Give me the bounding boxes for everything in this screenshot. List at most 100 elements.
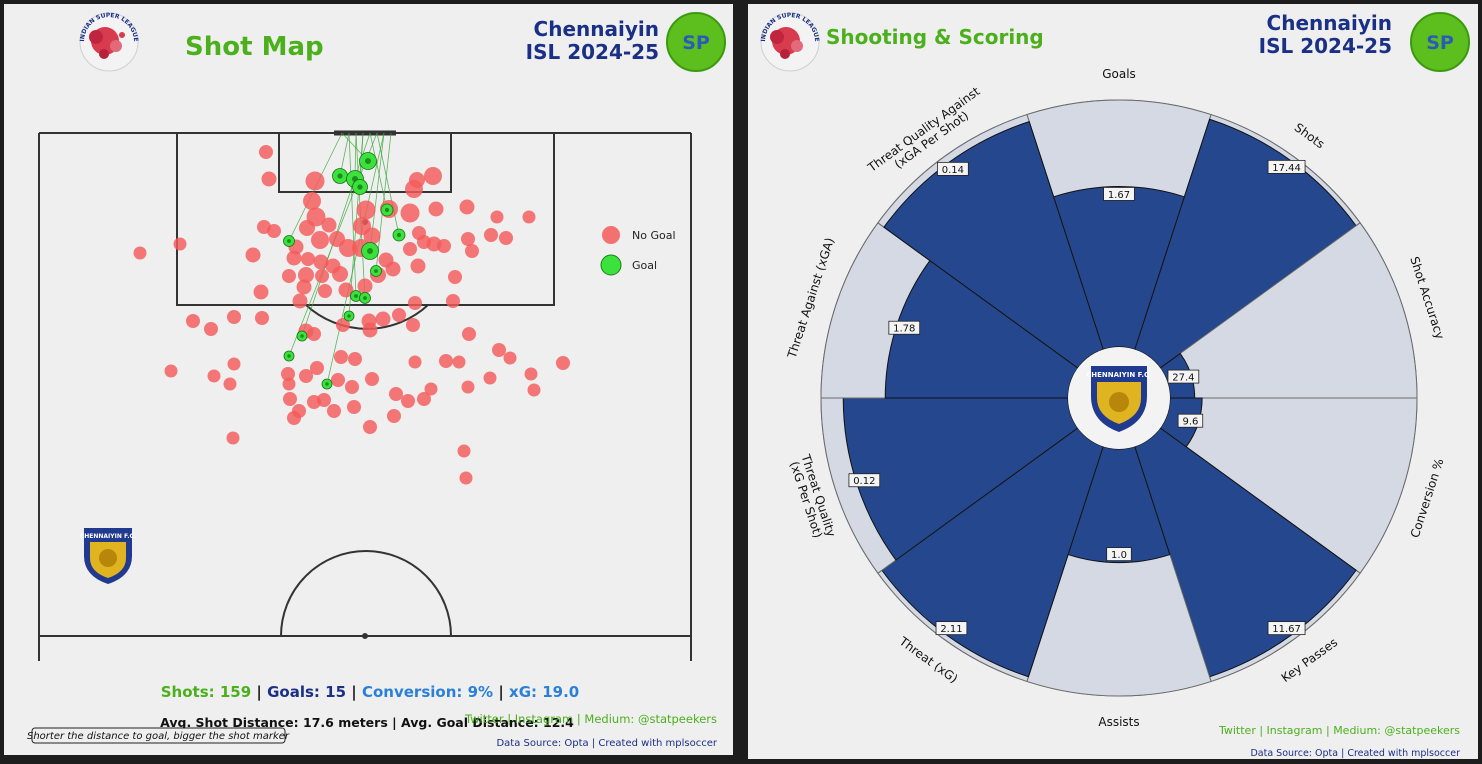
note-box — [31, 727, 286, 744]
shot-marker-no-goal — [307, 395, 321, 409]
shot-marker-no-goal — [424, 382, 438, 396]
shot-marker-no-goal — [417, 392, 431, 406]
stat-xg: xG: 19.0 — [509, 683, 579, 701]
shot-marker-goal — [361, 242, 379, 260]
shot-marker-no-goal — [331, 373, 345, 387]
shot-marker-no-goal — [459, 199, 475, 215]
center-crest: CHENNAIYIN F.C. — [1068, 347, 1170, 449]
shot-marker-no-goal — [173, 237, 187, 251]
shot-marker-no-goal — [261, 171, 277, 187]
shot-marker-no-goal — [282, 269, 296, 283]
shot-marker-no-goal — [318, 284, 332, 298]
team-name: Chennaiyin — [1267, 11, 1392, 35]
pizza-value-label: 1.67 — [1103, 187, 1135, 201]
shot-marker-no-goal — [406, 318, 420, 332]
shot-marker-no-goal — [259, 145, 273, 159]
shot-marker-no-goal — [226, 431, 240, 445]
shot-marker-no-goal — [522, 210, 536, 224]
shot-marker-no-goal — [334, 350, 348, 364]
shot-marker-no-goal — [484, 228, 498, 242]
pizza-value-label: 1.78 — [888, 320, 921, 335]
svg-text:1.78: 1.78 — [893, 324, 915, 335]
stat-goals: Goals: 15 — [267, 683, 346, 701]
shot-marker-no-goal — [227, 310, 241, 324]
shot-marker-no-goal — [255, 311, 269, 325]
stat-shots: Shots: 159 — [161, 683, 251, 701]
shot-marker-goal — [332, 168, 348, 184]
shot-marker-goal — [392, 228, 406, 242]
shot-marker-no-goal — [286, 250, 302, 266]
pizza-value-label: 1.0 — [1106, 547, 1132, 561]
season-label: ISL 2024-25 — [1259, 34, 1392, 58]
shot-marker-no-goal — [281, 367, 295, 381]
shot-marker-no-goal — [311, 231, 329, 249]
chart-title: Shot Map — [185, 32, 324, 62]
shot-marker-no-goal — [363, 420, 377, 434]
shot-marker-goal — [283, 350, 295, 362]
shot-marker-no-goal — [387, 409, 401, 423]
shot-marker-no-goal — [527, 383, 541, 397]
shot-marker-no-goal — [332, 266, 348, 282]
shot-marker-no-goal — [287, 411, 301, 425]
pizza-value-label: 17.44 — [1267, 159, 1306, 174]
svg-text:0.14: 0.14 — [942, 165, 964, 176]
shot-marker-no-goal — [424, 167, 442, 185]
shot-marker-no-goal — [375, 311, 391, 327]
shot-marker-no-goal — [336, 318, 350, 332]
shot-marker-no-goal — [223, 377, 237, 391]
shot-marker-no-goal — [327, 404, 341, 418]
shot-marker-no-goal — [483, 371, 497, 385]
shot-marker-no-goal — [403, 242, 417, 256]
pizza-value-label: 27.4 — [1167, 369, 1200, 384]
pizza-slices — [820, 99, 1418, 697]
svg-text:SP: SP — [682, 32, 710, 54]
svg-text:0.12: 0.12 — [853, 476, 875, 487]
pizza-panel: INDIAN SUPER LEAGUE Shooting & Scoring C… — [748, 4, 1478, 759]
stats-line: Shots: 159 | Goals: 15 | Conversion: 9% … — [161, 683, 580, 702]
shot-marker-no-goal — [410, 258, 426, 274]
league-logo: INDIAN SUPER LEAGUE — [760, 12, 820, 72]
shot-marker-no-goal — [245, 247, 261, 263]
shot-marker-no-goal — [400, 203, 420, 223]
svg-text:2.11: 2.11 — [940, 624, 962, 635]
distance-line: Avg. Shot Distance: 17.6 meters | Avg. G… — [160, 715, 574, 730]
pizza-value-label: 11.67 — [1267, 621, 1306, 635]
pizza-figure: INDIAN SUPER LEAGUE Shooting & Scoring C… — [760, 11, 1470, 759]
team-name: Chennaiyin — [534, 17, 659, 41]
svg-text:SP: SP — [1426, 32, 1454, 54]
shot-marker-no-goal — [357, 278, 373, 294]
shot-marker-no-goal — [299, 220, 315, 236]
chart-legend: No Goal Goal — [600, 226, 676, 276]
shot-marker-no-goal — [365, 372, 379, 386]
pizza-value-label: 0.14 — [937, 161, 969, 176]
shot-marker-no-goal — [186, 314, 200, 328]
shot-marker-goal — [370, 265, 382, 277]
legend-no-goal: No Goal — [632, 229, 676, 242]
shot-marker-goal — [352, 179, 368, 195]
data-source: Data Source: Opta | Created with mplsocc… — [1250, 748, 1460, 759]
shot-marker-no-goal — [459, 471, 473, 485]
shot-marker-no-goal — [462, 327, 476, 341]
shot-marker-no-goal — [408, 296, 422, 310]
shot-marker-no-goal — [253, 284, 269, 300]
shot-marker-goal — [296, 330, 308, 342]
shot-marker-no-goal — [392, 308, 406, 322]
shot-marker-no-goal — [499, 231, 513, 245]
shot-marker-no-goal — [439, 354, 453, 368]
svg-text:17.44: 17.44 — [1272, 163, 1301, 174]
shot-marker-goal — [380, 203, 394, 217]
shot-marker-no-goal — [492, 343, 506, 357]
shot-marker-no-goal — [282, 377, 296, 391]
pizza-category-label: Shot Accuracy — [1407, 255, 1447, 341]
league-logo: INDIAN SUPER LEAGUE — [79, 12, 139, 72]
shot-marker-no-goal — [133, 246, 147, 260]
shot-marker-no-goal — [338, 282, 354, 298]
pizza-category-label: Shots — [1292, 120, 1327, 151]
team-crest: CHENNAIYIN F.C. — [80, 528, 136, 584]
shot-marker-no-goal — [448, 270, 462, 284]
shot-marker-no-goal — [408, 355, 422, 369]
shot-marker-goal — [283, 235, 295, 247]
shot-marker-no-goal — [321, 217, 337, 233]
shot-marker-no-goal — [362, 322, 378, 338]
shot-marker-no-goal — [345, 380, 359, 394]
